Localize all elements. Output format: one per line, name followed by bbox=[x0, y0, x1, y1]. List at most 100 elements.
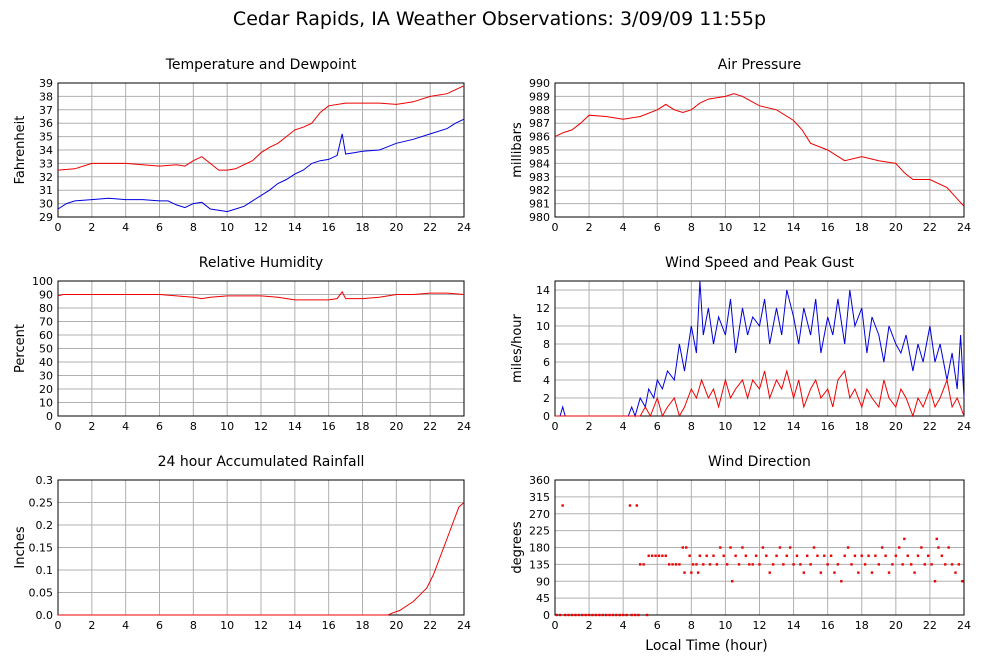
x-tick-label: 12 bbox=[753, 619, 767, 632]
y-tick-label: 12 bbox=[536, 302, 550, 315]
x-tick-label: 22 bbox=[923, 221, 937, 234]
y-axis-label: Fahrenheit bbox=[13, 116, 28, 185]
y-axis-label: Percent bbox=[13, 324, 28, 373]
data-point bbox=[667, 563, 671, 566]
x-tick-label: 4 bbox=[122, 420, 129, 433]
y-tick-label: 982 bbox=[529, 184, 550, 197]
data-point bbox=[734, 554, 737, 557]
data-point bbox=[795, 554, 799, 557]
data-point bbox=[635, 504, 638, 507]
data-point bbox=[775, 554, 778, 557]
series-line-0 bbox=[57, 290, 465, 301]
x-tick-label: 18 bbox=[356, 420, 370, 433]
data-point bbox=[657, 554, 661, 557]
data-point bbox=[867, 554, 870, 557]
data-point bbox=[954, 571, 957, 574]
data-point bbox=[695, 563, 698, 566]
x-tick-label: 18 bbox=[855, 221, 869, 234]
data-point bbox=[933, 580, 937, 583]
y-tick-label: 0.2 bbox=[36, 519, 54, 532]
y-tick-label: 29 bbox=[39, 211, 53, 224]
data-point bbox=[601, 613, 604, 617]
x-tick-label: 10 bbox=[220, 221, 234, 234]
data-point bbox=[725, 563, 729, 566]
x-tick-label: 2 bbox=[586, 420, 593, 433]
x-tick-label: 22 bbox=[423, 420, 437, 433]
y-tick-label: 315 bbox=[529, 491, 550, 504]
data-point bbox=[788, 546, 792, 549]
data-point bbox=[618, 613, 621, 617]
x-tick-label: 18 bbox=[855, 619, 869, 632]
data-point bbox=[688, 554, 691, 557]
y-tick-label: 986 bbox=[529, 131, 550, 144]
y-tick-label: 6 bbox=[543, 356, 550, 369]
x-tick-label: 10 bbox=[718, 221, 732, 234]
y-tick-label: 80 bbox=[39, 302, 53, 315]
data-point bbox=[696, 571, 700, 574]
data-point bbox=[722, 554, 725, 557]
y-tick-label: 70 bbox=[39, 316, 53, 329]
y-tick-label: 4 bbox=[543, 374, 550, 387]
x-tick-label: 16 bbox=[322, 619, 336, 632]
x-axis-label: Local Time (hour) bbox=[645, 638, 767, 654]
data-point bbox=[598, 613, 601, 617]
data-point bbox=[927, 554, 930, 557]
y-tick-label: 225 bbox=[529, 525, 550, 538]
x-tick-label: 20 bbox=[389, 221, 403, 234]
data-point bbox=[570, 613, 574, 617]
plot-frame bbox=[554, 479, 965, 616]
x-tick-label: 2 bbox=[88, 420, 95, 433]
data-point bbox=[857, 571, 860, 574]
x-tick-label: 0 bbox=[552, 221, 559, 234]
data-point bbox=[771, 563, 775, 566]
x-tick-label: 2 bbox=[586, 221, 593, 234]
y-tick-label: 989 bbox=[529, 90, 550, 103]
y-tick-label: 39 bbox=[39, 77, 53, 90]
y-tick-label: 31 bbox=[39, 184, 53, 197]
y-tick-label: 30 bbox=[39, 370, 53, 383]
x-tick-label: 8 bbox=[190, 221, 197, 234]
y-axis-label: millibars bbox=[510, 122, 525, 178]
x-tick-label: 24 bbox=[457, 420, 471, 433]
data-point bbox=[708, 563, 712, 566]
y-tick-label: 0.3 bbox=[36, 474, 54, 487]
plot-frame bbox=[554, 280, 965, 417]
data-point bbox=[874, 554, 877, 557]
y-axis-label: miles/hour bbox=[510, 313, 525, 382]
data-point bbox=[782, 563, 785, 566]
y-tick-label: 40 bbox=[39, 356, 53, 369]
data-point bbox=[891, 563, 894, 566]
data-point bbox=[683, 571, 686, 574]
x-tick-label: 4 bbox=[122, 619, 129, 632]
data-point bbox=[853, 554, 857, 557]
chart-title: Wind Speed and Peak Gust bbox=[665, 255, 854, 271]
y-tick-label: 0.0 bbox=[36, 609, 54, 622]
x-tick-label: 14 bbox=[288, 420, 302, 433]
y-tick-label: 35 bbox=[39, 131, 53, 144]
data-point bbox=[819, 571, 823, 574]
x-tick-label: 22 bbox=[423, 619, 437, 632]
data-point bbox=[898, 546, 901, 549]
data-point bbox=[768, 571, 771, 574]
y-tick-label: 180 bbox=[529, 542, 550, 555]
x-tick-label: 0 bbox=[55, 619, 62, 632]
x-tick-label: 4 bbox=[620, 420, 627, 433]
x-tick-label: 10 bbox=[220, 420, 234, 433]
y-tick-label: 32 bbox=[39, 171, 53, 184]
x-tick-label: 6 bbox=[654, 221, 661, 234]
y-tick-label: 10 bbox=[536, 320, 550, 333]
data-point bbox=[846, 546, 850, 549]
y-tick-label: 0 bbox=[543, 410, 550, 423]
data-point bbox=[615, 613, 618, 617]
data-point bbox=[894, 554, 898, 557]
x-tick-label: 18 bbox=[356, 221, 370, 234]
data-point bbox=[843, 554, 846, 557]
y-axis-label: degrees bbox=[510, 521, 525, 574]
x-tick-label: 8 bbox=[190, 619, 197, 632]
x-tick-label: 6 bbox=[654, 420, 661, 433]
data-point bbox=[664, 554, 667, 557]
data-point bbox=[961, 580, 964, 583]
